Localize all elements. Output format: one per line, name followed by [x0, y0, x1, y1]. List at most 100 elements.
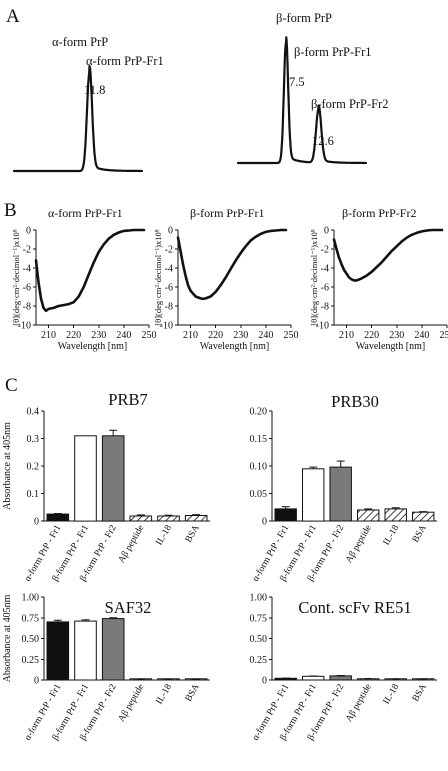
cd-title: β-form PrP-Fr1: [190, 206, 264, 220]
x-tick-label: 220: [364, 330, 379, 341]
x-tick-label: 230: [91, 330, 106, 341]
cd-title: β-form PrP-Fr2: [342, 206, 416, 220]
bar: [357, 509, 380, 522]
x-tick-label: 210: [41, 330, 56, 341]
x-tick-label: 250: [440, 330, 448, 341]
y-tick-label: 0: [34, 676, 39, 687]
y-tick-label: 0.50: [250, 634, 268, 645]
y-tick-label: -2: [23, 245, 31, 256]
y-tick-label: 0.15: [250, 434, 268, 445]
category-label: BSA: [184, 523, 202, 544]
y-tick-label: -6: [23, 283, 31, 294]
panel-letter-a: A: [6, 6, 20, 27]
chromatogram-alpha: α-form PrP α-form PrP-Fr1 11.8: [12, 35, 164, 173]
y-tick-label: 0.10: [250, 462, 268, 473]
x-tick-label: 210: [339, 330, 354, 341]
y-axis-label: Absorbance at 405nm: [2, 422, 13, 510]
y-tick-label: 0.20: [250, 407, 268, 418]
peak-label: β-form PrP-Fr2: [311, 97, 389, 111]
category-label: Aβ peptide: [117, 524, 147, 565]
bar: [129, 515, 153, 522]
bar: [101, 435, 125, 522]
y-tick-label: 0.75: [250, 613, 268, 624]
y-tick-label: 0.1: [27, 489, 40, 500]
bar-chart-saf32: SAF32 0 0.25 0.50 0.75 1.00 Absorbance at 405n…: [2, 593, 210, 742]
cd-title: α-form PrP-Fr1: [48, 206, 123, 220]
cd-curve: [34, 228, 146, 313]
x-tick-label: 230: [233, 330, 248, 341]
category-label: IL-18: [382, 682, 402, 706]
bar: [274, 508, 297, 522]
chromatogram-trace: [236, 36, 368, 165]
y-tick-label: -8: [23, 302, 31, 313]
y-tick-label: 0.25: [250, 655, 268, 666]
y-tick-label: 0.3: [27, 434, 40, 445]
x-tick-label: 240: [258, 330, 273, 341]
category-label: BSA: [184, 682, 202, 703]
bar: [412, 511, 435, 522]
category-label: Aβ peptide: [344, 524, 374, 565]
category-label: BSA: [411, 523, 429, 544]
retention-time-label: 11.8: [84, 83, 105, 97]
bar: [329, 466, 352, 522]
bar: [302, 468, 325, 522]
y-tick-label: 0: [262, 676, 267, 687]
bar-chart-title: SAF32: [105, 598, 152, 617]
peak-label: β-form PrP-Fr1: [294, 45, 372, 59]
y-tick-label: -2: [165, 245, 173, 256]
cd-curve: [332, 228, 444, 282]
y-tick-label: 0: [26, 226, 31, 237]
bar: [74, 435, 97, 522]
y-tick-label: 0.75: [22, 613, 40, 624]
category-label: BSA: [411, 682, 429, 703]
y-tick-label: -10: [160, 321, 173, 332]
y-tick-label: -8: [165, 302, 173, 313]
y-tick-label: -6: [321, 283, 329, 294]
y-tick-label: 1.00: [250, 593, 268, 604]
y-tick-label: 0.50: [22, 634, 40, 645]
chromatogram-beta: β-form PrP β-form PrP-Fr1 7.5 β-form PrP…: [236, 11, 389, 165]
y-tick-label: -4: [165, 264, 173, 275]
x-axis-label: Wavelength [nm]: [356, 341, 425, 352]
y-tick-label: -10: [18, 321, 31, 332]
bar-chart-title: PRB30: [331, 392, 379, 411]
x-tick-label: 240: [116, 330, 131, 341]
y-axis-label: Absorbance at 405nm: [2, 594, 13, 682]
y-tick-label: -6: [165, 283, 173, 294]
bar: [184, 515, 208, 522]
y-axis-label: [θ](deg·cm²·decimol⁻¹)x10⁸: [309, 229, 319, 325]
x-axis-label: Wavelength [nm]: [58, 341, 127, 352]
bar: [46, 513, 70, 522]
y-axis-label: [θ](deg·cm²·decimol⁻¹)x10⁸: [153, 229, 163, 325]
chromatogram-trace: [12, 65, 144, 173]
y-tick-label: -8: [321, 302, 329, 313]
category-label: Aβ peptide: [117, 683, 147, 724]
y-tick-label: 1.00: [22, 593, 40, 604]
category-label: Aβ peptide: [344, 683, 374, 724]
bar: [157, 515, 180, 522]
cd-curve: [176, 228, 288, 301]
y-tick-label: -4: [23, 264, 31, 275]
bar: [302, 675, 325, 681]
panel-letter-c: C: [5, 375, 18, 396]
category-label: IL-18: [382, 523, 402, 547]
x-tick-label: 240: [414, 330, 429, 341]
y-axis-label: [θ](deg·cm²·decimol⁻¹)x10⁸: [11, 229, 21, 325]
y-tick-label: 0: [168, 226, 173, 237]
retention-time-label: 7.5: [289, 75, 305, 89]
chromatogram-title: β-form PrP: [276, 11, 332, 25]
y-tick-label: 0: [262, 517, 267, 528]
category-label: IL-18: [155, 523, 175, 547]
y-tick-label: 0.25: [22, 655, 40, 666]
y-tick-label: 0: [324, 226, 329, 237]
y-tick-label: 0: [34, 517, 39, 528]
cd-spectrum-beta-fr1: β-form PrP-Fr1 0 -2 -4 -6 -8 -10 210 220 230 240 25…: [153, 206, 299, 352]
y-tick-label: -10: [316, 321, 329, 332]
category-label: IL-18: [155, 682, 175, 706]
x-tick-label: 210: [183, 330, 198, 341]
y-tick-label: 0.05: [250, 489, 268, 500]
panel-letter-b: B: [4, 200, 17, 221]
x-tick-label: 250: [142, 330, 157, 341]
